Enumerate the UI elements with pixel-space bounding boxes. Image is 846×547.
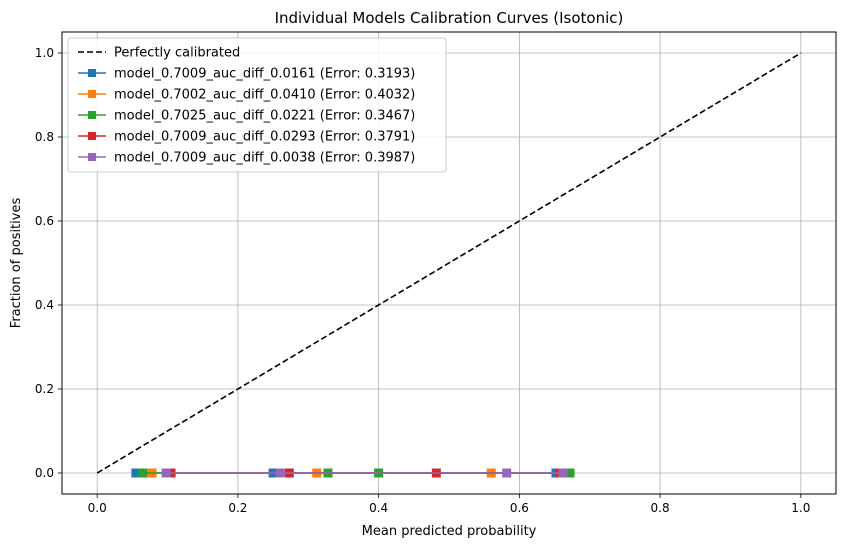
legend-marker-2 — [88, 90, 96, 98]
legend-label-0: Perfectly calibrated — [114, 46, 240, 61]
series-1-point — [131, 468, 141, 478]
series-3-point — [565, 468, 575, 478]
x-tick-label: 0.6 — [510, 501, 529, 515]
y-tick-label: 0.2 — [35, 382, 54, 396]
legend: Perfectly calibrated model_0.7009_auc_dif… — [67, 37, 447, 173]
x-tick-label: 1.0 — [791, 501, 810, 515]
x-tick-label: 0.0 — [88, 501, 107, 515]
legend-label-2: model_0.7002_auc_diff_0.0410 (Error: 0.4… — [114, 88, 415, 103]
x-tick-label: 0.8 — [651, 501, 670, 515]
series-5-point — [502, 468, 512, 478]
legend-marker-3 — [88, 111, 96, 119]
plot-frame — [61, 31, 837, 495]
y-tick-label: 0.4 — [35, 298, 54, 312]
y-tick-label: 1.0 — [35, 46, 54, 60]
series-3-point — [138, 468, 148, 478]
plot-lines — [96, 52, 802, 478]
y-tick-label: 0.0 — [35, 466, 54, 480]
series-5-point — [275, 468, 285, 478]
legend-label-4: model_0.7009_auc_diff_0.0293 (Error: 0.3… — [114, 130, 415, 145]
legend-label-1: model_0.7009_auc_diff_0.0161 (Error: 0.3… — [114, 67, 415, 82]
legend-marker-1 — [88, 69, 96, 77]
y-tick-label: 0.8 — [35, 130, 54, 144]
y-axis-ticks: 0.0 0.2 0.4 0.6 0.8 1.0 — [35, 46, 62, 480]
series-5-point — [161, 468, 171, 478]
x-axis-label: Mean predicted probability — [362, 524, 537, 539]
chart-title: Individual Models Calibration Curves (Is… — [275, 9, 624, 27]
y-axis-label: Fraction of positives — [9, 198, 24, 329]
legend-box — [67, 37, 447, 173]
legend-marker-5 — [88, 153, 96, 161]
legend-label-5: model_0.7009_auc_diff_0.0038 (Error: 0.3… — [114, 151, 415, 166]
x-axis-ticks: 0.0 0.2 0.4 0.6 0.8 1.0 — [88, 494, 810, 515]
series-5-point — [558, 468, 568, 478]
x-tick-label: 0.2 — [228, 501, 247, 515]
legend-label-3: model_0.7025_auc_diff_0.0221 (Error: 0.3… — [114, 109, 415, 124]
legend-marker-4 — [88, 132, 96, 140]
y-tick-label: 0.6 — [35, 214, 54, 228]
perfect-calibration-line — [96, 52, 802, 474]
x-tick-label: 0.4 — [369, 501, 388, 515]
